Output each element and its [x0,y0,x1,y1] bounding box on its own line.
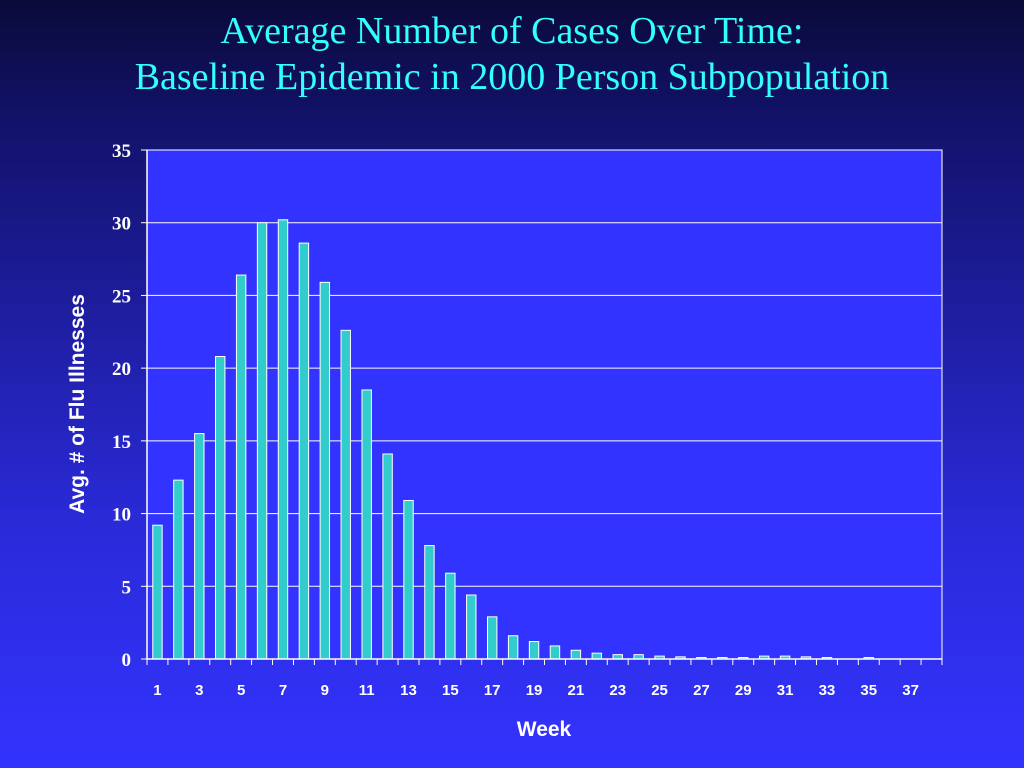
x-tick-label: 5 [237,682,245,699]
bar [340,329,351,660]
bar [486,616,498,660]
bar [319,281,331,660]
x-axis-label: Week [517,718,572,741]
bar [382,453,393,660]
y-tick-label: 25 [112,286,131,307]
y-tick-label: 30 [112,214,131,235]
y-tick-label: 0 [122,650,132,671]
x-tick-label: 29 [735,682,752,699]
x-tick-labels: 1 3 5 7 9 11 13 15 17 19 21 23 25 27 29 31 33 35 37 [153,682,919,699]
x-tick-label: 13 [400,682,417,699]
x-tick-label: 19 [526,682,543,699]
y-tick-label: 15 [112,432,131,453]
x-tick-label: 23 [609,682,626,699]
x-tick-label: 17 [484,682,501,699]
y-tick-label: 10 [112,505,131,526]
x-tick-label: 21 [568,682,585,699]
x-tick-label: 15 [442,682,459,699]
bar [445,572,456,660]
bar [507,635,519,660]
y-tick-label: 20 [112,359,131,380]
bar [570,649,582,660]
x-tick-label: 33 [819,682,836,699]
bar [235,274,247,660]
x-tick-label: 1 [153,682,161,699]
chart-title: Average Number of Cases Over Time: Basel… [0,8,1024,100]
y-tick-label: 5 [122,577,132,598]
bar [152,524,163,660]
x-tick-label: 27 [693,682,710,699]
chart-title-line-2: Baseline Epidemic in 2000 Person Subpopu… [134,56,890,98]
x-tick-label: 31 [777,682,794,699]
bar [256,222,268,660]
x-tick-label: 3 [195,682,203,699]
x-tick-label: 7 [279,682,287,699]
x-tick-label: 9 [321,682,329,699]
axes [146,150,943,665]
bar [591,652,603,660]
y-tick-labels: 0 5 10 15 20 25 30 35 [112,141,131,671]
chart-title-line-1: Average Number of Cases Over Time: [220,10,804,52]
bar [403,499,414,660]
y-tick-label: 35 [112,141,131,162]
bar [215,356,226,660]
y-axis-label: Avg. # of Flu Illnesses [66,294,89,514]
x-tick-label: 37 [902,682,919,699]
bar [277,219,289,660]
x-tick-label: 11 [359,682,375,699]
bar [528,641,540,660]
bar [194,433,205,660]
bar [549,645,561,660]
bar [361,389,372,660]
x-tick-label: 35 [860,682,877,699]
bar [298,242,310,660]
x-tick-label: 25 [651,682,668,699]
bar [424,545,435,660]
bar [173,479,184,660]
bar [466,594,477,660]
